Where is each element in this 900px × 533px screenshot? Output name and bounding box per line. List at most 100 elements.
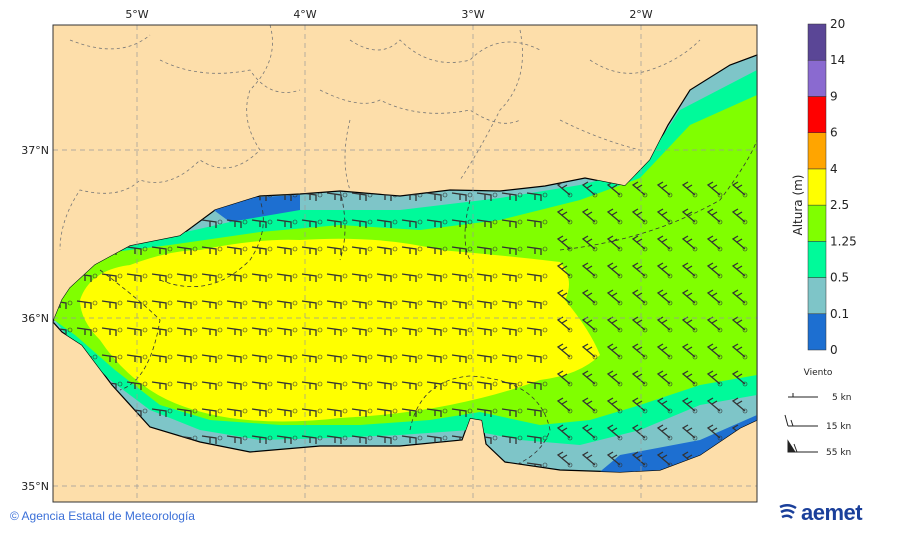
wind-barb (376, 300, 398, 309)
wind-barb (581, 289, 598, 306)
wind-barb (501, 192, 523, 201)
aemet-logo: aemet (778, 500, 863, 526)
colorbar-segment (807, 132, 827, 170)
wind-barb (731, 181, 748, 198)
wind-barb (376, 354, 398, 363)
wind-barb (581, 397, 598, 414)
colorbar-segment (807, 23, 827, 61)
wind-barb (501, 327, 523, 336)
agency-name: Agencia Estatal de Meteorología (21, 509, 195, 523)
logo-text: aemet (801, 500, 863, 525)
wind-barb (476, 354, 498, 363)
wind-barb (501, 219, 523, 228)
wind-barb (706, 262, 723, 279)
wind-barb (326, 381, 348, 390)
wind-barb (656, 343, 673, 360)
wind-barb (401, 435, 423, 444)
wind-barb (226, 354, 248, 363)
wind-barb (501, 300, 523, 309)
wind-barb (581, 370, 598, 387)
wind-barb (681, 235, 698, 252)
wind-barb (501, 435, 523, 444)
wind-barb (176, 273, 198, 282)
wind-barb (731, 235, 748, 252)
colorbar-tick: 1.25 (830, 234, 857, 248)
wind-barb (251, 273, 273, 282)
wind-barb (656, 316, 673, 333)
wind-barb (426, 219, 448, 228)
wind-barb (731, 289, 748, 306)
wind-barb (351, 327, 373, 336)
lon-label: 2°W (629, 8, 652, 21)
wind-barb (451, 327, 473, 336)
wind-barb (606, 235, 623, 252)
wind-barb (126, 246, 148, 255)
wind-barb (476, 300, 498, 309)
wind-barb (606, 343, 623, 360)
wind-barb (101, 354, 123, 363)
wind-barb (126, 327, 148, 336)
wind-barb (581, 262, 598, 279)
colorbar-segment (807, 277, 827, 315)
wind-barb (731, 397, 748, 414)
wind-barb (126, 381, 148, 390)
wind-barb (581, 208, 598, 225)
wind-barb (226, 219, 248, 228)
wind-barb (376, 327, 398, 336)
wind-barb (226, 300, 248, 309)
wind-barb (301, 246, 323, 255)
wind-barb (276, 219, 298, 228)
wind-barb (276, 246, 298, 255)
wind-barb (476, 219, 498, 228)
wind-barb (226, 327, 248, 336)
wind-barb (706, 370, 723, 387)
wind-barb (301, 300, 323, 309)
wind-barb (176, 300, 198, 309)
wind-barb (526, 273, 548, 282)
wind-barb (476, 246, 498, 255)
wind-barb (376, 435, 398, 444)
wind-barb (151, 354, 173, 363)
lon-label: 5°W (125, 8, 148, 21)
wind-barb (301, 273, 323, 282)
wind-barb (326, 300, 348, 309)
wind-barb (401, 381, 423, 390)
wind-barb (201, 327, 223, 336)
wind-barb (476, 192, 498, 201)
wind-barb (326, 327, 348, 336)
wind-barb (581, 343, 598, 360)
colorbar: 0 0.1 0.5 1.25 2.5 4 6 9 14 20 (807, 17, 857, 357)
wind-barb (526, 354, 548, 363)
wind-barb (376, 246, 398, 255)
wind-barb (201, 246, 223, 255)
wind-barb (151, 381, 173, 390)
wind-barb (706, 208, 723, 225)
wind-barb (426, 327, 448, 336)
wind-barb (251, 219, 273, 228)
wind-barb (706, 235, 723, 252)
wind-barb (426, 354, 448, 363)
wind-barb (176, 408, 198, 417)
wind-barb (731, 262, 748, 279)
wind-barb (501, 246, 523, 255)
graticule (53, 25, 757, 502)
wind-barb (251, 435, 273, 444)
legend-label: 5 kn (832, 393, 852, 403)
colorbar-tick: 20 (830, 17, 845, 31)
wind-barb (351, 435, 373, 444)
lon-label: 3°W (461, 8, 484, 21)
lon-label: 4°W (293, 8, 316, 21)
wind-barb (226, 408, 248, 417)
wind-barb (351, 381, 373, 390)
wind-barb (226, 273, 248, 282)
wind-barb (426, 246, 448, 255)
wind-barb (656, 289, 673, 306)
colorbar-tick: 4 (830, 162, 838, 176)
wind-barb (526, 246, 548, 255)
wind-barb (606, 424, 623, 441)
legend-label: 15 kn (826, 422, 851, 432)
wind-barb (201, 219, 223, 228)
wind-barb (706, 343, 723, 360)
wind-barb (301, 354, 323, 363)
wind-barb (656, 235, 673, 252)
